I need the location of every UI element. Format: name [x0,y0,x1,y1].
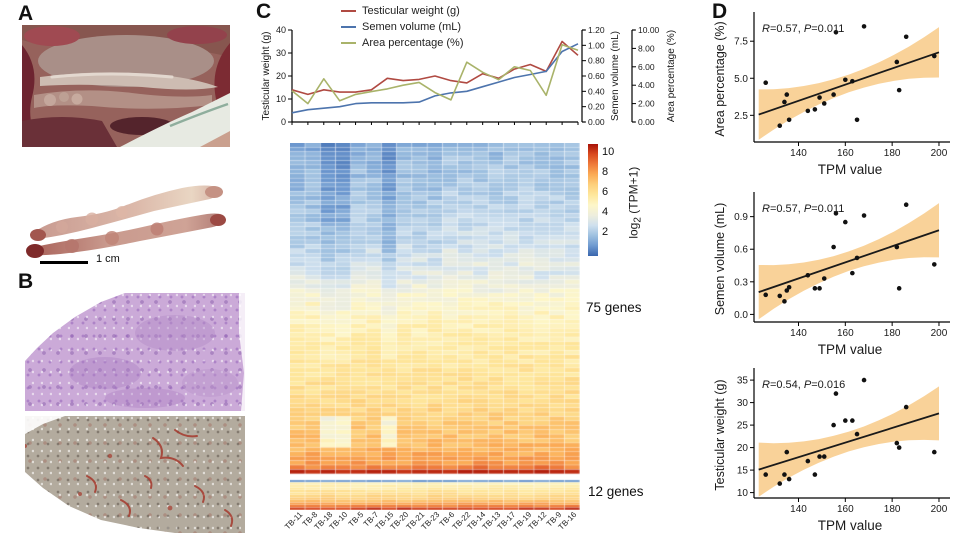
svg-text:0.40: 0.40 [588,86,605,96]
svg-text:Area percentage (%): Area percentage (%) [666,30,677,122]
svg-text:140: 140 [790,148,807,159]
svg-text:0.00: 0.00 [588,117,605,127]
svg-text:Testicular weight (g): Testicular weight (g) [713,379,727,490]
svg-text:15: 15 [737,466,749,477]
svg-text:0.80: 0.80 [588,56,605,66]
svg-text:40: 40 [276,25,286,35]
svg-text:160: 160 [837,328,854,339]
panel-b-label: B [18,270,34,293]
svg-text:180: 180 [884,328,901,339]
svg-text:0.9: 0.9 [734,212,748,223]
legend-item-area-percentage: Area percentage (%) [341,35,464,51]
svg-text:7.5: 7.5 [734,37,748,48]
svg-text:30: 30 [737,398,749,409]
svg-text:140: 140 [790,504,807,515]
svg-text:160: 160 [837,148,854,159]
svg-text:200: 200 [931,148,948,159]
svg-text:0.3: 0.3 [734,277,748,288]
line-chart-legend: Testicular weight (g) Semen volume (mL) … [341,3,464,51]
svg-text:0.6: 0.6 [734,245,748,256]
svg-text:0: 0 [281,117,286,127]
svg-text:5.0: 5.0 [734,74,748,85]
svg-text:R=0.57, P=0.011: R=0.57, P=0.011 [762,23,844,35]
svg-text:4.00: 4.00 [638,80,655,90]
area-percentage-swatch [341,41,356,45]
svg-text:Testicular weight (g): Testicular weight (g) [261,32,272,121]
phenotype-line-chart: 0 10 20 30 40 0.00 0.20 0.40 0.60 0.80 1.00 1.20 0.0… [261,25,677,127]
gene-group-12-label: 12 genes [588,484,644,499]
legend-item-testicular-weight: Testicular weight (g) [341,3,464,19]
colorbar-ticks: 10 8 6 4 2 [602,144,624,256]
svg-text:Semen volume (mL): Semen volume (mL) [610,31,621,121]
heatmap-colorbar [588,144,598,256]
svg-text:8.00: 8.00 [638,43,655,53]
svg-text:TPM value: TPM value [818,342,883,357]
colorbar-tick: 10 [602,146,615,158]
svg-text:R=0.57, P=0.011: R=0.57, P=0.011 [762,203,844,215]
svg-text:2.00: 2.00 [638,99,655,109]
svg-text:140: 140 [790,328,807,339]
gene-expression-heatmap [290,143,580,510]
svg-text:20: 20 [737,443,749,454]
panel-c-label: C [256,0,272,23]
scale-bar-label: 1 cm [96,253,120,265]
svg-text:200: 200 [931,504,948,515]
svg-text:30: 30 [276,48,286,58]
svg-text:0.20: 0.20 [588,102,605,112]
svg-text:0.60: 0.60 [588,71,605,81]
scatter-semen-volume: 140 160 180 200 0.0 0.3 0.6 0.9 R=0.57, P=0.011 T… [713,192,950,357]
svg-text:180: 180 [884,148,901,159]
svg-text:Area percentage (%): Area percentage (%) [713,21,727,136]
svg-text:10.00: 10.00 [638,25,660,35]
panel-d-label: D [712,0,728,23]
scale-bar [40,261,88,264]
svg-text:TPM value: TPM value [818,162,883,177]
svg-text:R=0.54, P=0.016: R=0.54, P=0.016 [762,379,845,391]
panel-a-label: A [18,2,34,25]
colorbar-label: log2 (TPM+1) [626,166,644,239]
scatter-area-percentage: 140 160 180 200 2.5 5.0 7.5 R=0.57, P=0.011 TPM … [713,12,950,177]
colorbar-tick: 8 [602,166,609,178]
gene-group-75-label: 75 genes [586,300,642,315]
svg-text:10: 10 [276,94,286,104]
svg-text:Semen volume (mL): Semen volume (mL) [713,203,727,316]
svg-text:20: 20 [276,71,286,81]
excised-testis-photo [26,185,226,258]
histology-stain-image [25,416,245,533]
svg-text:TPM value: TPM value [818,518,883,533]
svg-text:2.5: 2.5 [734,111,748,122]
svg-text:6.00: 6.00 [638,62,655,72]
svg-text:200: 200 [931,328,948,339]
svg-text:25: 25 [737,421,749,432]
svg-text:1.20: 1.20 [588,25,605,35]
dissection-photo [22,25,230,147]
svg-text:10: 10 [737,488,749,499]
scatter-testicular-weight: 140 160 180 200 10 15 20 25 30 35 R=0.54, P=0.016 T… [713,368,950,533]
svg-text:1.00: 1.00 [588,40,605,50]
histology-he-image [25,293,245,411]
colorbar-tick: 2 [602,226,609,238]
semen-volume-swatch [341,25,356,29]
svg-text:180: 180 [884,504,901,515]
testicular-weight-swatch [341,9,356,13]
svg-text:35: 35 [737,376,749,387]
colorbar-tick: 6 [602,186,609,198]
colorbar-tick: 4 [602,206,609,218]
heatmap-sample-labels: TB-11 TB-8 TB-18 TB-10 TB-5 TB-7 TB-15 TB-20 TB-… [283,510,580,542]
svg-text:0.0: 0.0 [734,310,748,321]
legend-item-semen-volume: Semen volume (mL) [341,19,464,35]
svg-text:160: 160 [837,504,854,515]
svg-text:0.00: 0.00 [638,117,655,127]
